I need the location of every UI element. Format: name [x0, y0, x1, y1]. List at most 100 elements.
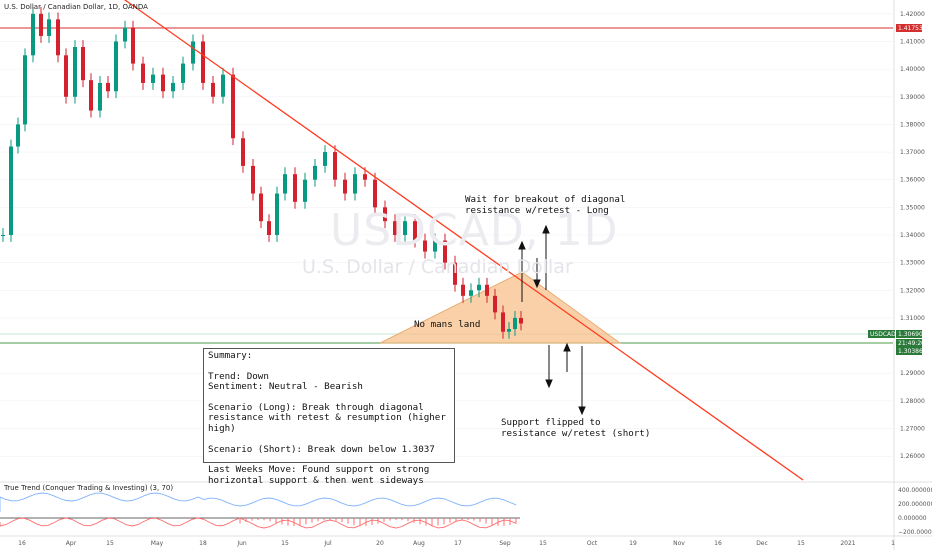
arrow-up-3-head: [563, 342, 571, 352]
time-tick-label: Aug: [413, 540, 425, 547]
candle-body: [353, 174, 357, 194]
candle-body: [56, 19, 60, 56]
price-tick-label: 1.36000: [900, 177, 925, 184]
indicator-tick-label: 400.000000: [898, 487, 932, 494]
indicator-axis: 400.000000 200.000000 0.000000 −200.000000: [898, 487, 932, 536]
candle-body: [333, 152, 337, 180]
arrow-down-1-head: [533, 279, 541, 289]
price-badge-label: 21:49:20: [898, 340, 925, 347]
name-watermark: U.S. Dollar / Canadian Dollar: [302, 256, 573, 278]
time-tick-label: 19: [629, 540, 637, 547]
candle-body: [231, 74, 235, 139]
price-tick-label: 1.27000: [900, 426, 925, 433]
candle-body: [453, 262, 457, 285]
candlestick-series: [1, 6, 523, 339]
time-tick-label: Jun: [236, 540, 247, 547]
candle-body: [64, 55, 68, 97]
time-tick-label: 15: [797, 540, 805, 547]
candle-body: [461, 284, 465, 296]
symbol-watermark: USDCAD, 1D: [330, 205, 619, 256]
summary-heading: Summary:: [208, 350, 253, 361]
price-badge: [896, 330, 922, 338]
scenario-arrows: [518, 224, 586, 416]
candle-body: [373, 179, 377, 208]
price-tick-label: 1.32000: [900, 287, 925, 294]
arrow-up-2-head: [542, 224, 550, 234]
no-mans-land-zone[interactable]: [379, 271, 622, 344]
candle-body: [251, 165, 255, 194]
candle-body: [131, 27, 135, 64]
price-badge: [896, 24, 922, 32]
price-badge: [896, 347, 922, 355]
price-tick-label: 1.38000: [900, 121, 925, 128]
arrow-down-2-head: [545, 379, 553, 389]
candle-body: [106, 82, 110, 92]
candle-body: [443, 240, 447, 263]
price-tick-label: 1.33000: [900, 260, 925, 267]
candle-body: [181, 63, 185, 83]
candle-body: [313, 165, 317, 180]
summary-long: Scenario (Long): Break through diagonal …: [208, 401, 446, 434]
price-tick-label: 1.28000: [900, 398, 925, 405]
candle-body: [501, 312, 505, 332]
price-tick-label: 1.37000: [900, 149, 925, 156]
indicator-title: True Trend (Conquer Trading & Investing)…: [4, 484, 174, 492]
arrow-up-1-head: [518, 240, 526, 250]
price-axis[interactable]: 1.42000 1.41000 1.40000 1.39000 1.38000 1.370…: [900, 11, 925, 460]
breakout-annotation: Wait for breakout of diagonal resistance…: [465, 194, 626, 216]
time-tick-label: 15: [281, 540, 289, 547]
price-badge-label: 1.30386: [898, 348, 923, 355]
indicator-tick-label: −200.000000: [898, 529, 932, 536]
price-tick-label: 1.42000: [900, 11, 925, 18]
price-tick-label: 1.41000: [900, 38, 925, 45]
candle-body: [98, 82, 102, 111]
candle-body: [31, 13, 35, 56]
price-tick-label: 1.29000: [900, 370, 925, 377]
candle-body: [343, 179, 347, 194]
candle-body: [477, 284, 481, 291]
arrow-down-3-head: [578, 406, 586, 416]
price-tick-label: 1.34000: [900, 232, 925, 239]
time-tick-label: 16: [18, 540, 26, 547]
diagonal-resistance-line[interactable]: [118, 0, 804, 481]
price-badge: [896, 339, 922, 347]
candle-body: [1, 235, 5, 236]
indicator-pane[interactable]: [0, 492, 520, 529]
candle-body: [469, 290, 473, 296]
candle-body: [393, 221, 397, 235]
oscillator-blue-line: [0, 492, 517, 512]
candle-body: [275, 193, 279, 235]
candle-body: [383, 207, 387, 222]
candle-body: [363, 174, 367, 180]
candle-body: [303, 179, 307, 202]
candle-body: [413, 221, 417, 241]
summary-short: Scenario (Short): Break down below 1.303…: [208, 443, 435, 455]
candle-body: [9, 146, 13, 235]
candle-body: [241, 138, 245, 166]
price-badge-label: 1.41753: [898, 25, 923, 32]
candle-body: [89, 80, 93, 111]
candle-body: [293, 174, 297, 202]
candle-body: [151, 74, 155, 83]
candle-body: [423, 240, 427, 252]
candle-body: [171, 82, 175, 92]
time-tick-label: 17: [454, 540, 462, 547]
candle-body: [211, 82, 215, 97]
candle-body: [507, 329, 511, 332]
summary-box: Summary: Trend: Down Sentiment: Neutral …: [203, 348, 455, 486]
time-tick-label: Oct: [587, 540, 598, 547]
time-axis[interactable]: 16 Apr 15 May 18 Jun 15 Jul 20 Aug 17 Sep 15 Oct 19 Nov…: [18, 540, 895, 547]
summary-trend: Trend: Down: [208, 370, 269, 382]
candle-body: [123, 27, 127, 42]
candle-body: [259, 193, 263, 222]
price-tick-label: 1.39000: [900, 94, 925, 101]
time-tick-label: 18: [199, 540, 207, 547]
price-tick-label: 1.35000: [900, 204, 925, 211]
candle-body: [141, 63, 145, 83]
price-badge-label: 1.30690: [898, 331, 923, 338]
support-flip-annotation: Support flipped to resistance w/retest (…: [501, 417, 651, 439]
candle-body: [519, 317, 523, 324]
candle-body: [191, 41, 195, 64]
indicator-tick-label: 0.000000: [898, 515, 927, 522]
candle-body: [403, 221, 407, 235]
